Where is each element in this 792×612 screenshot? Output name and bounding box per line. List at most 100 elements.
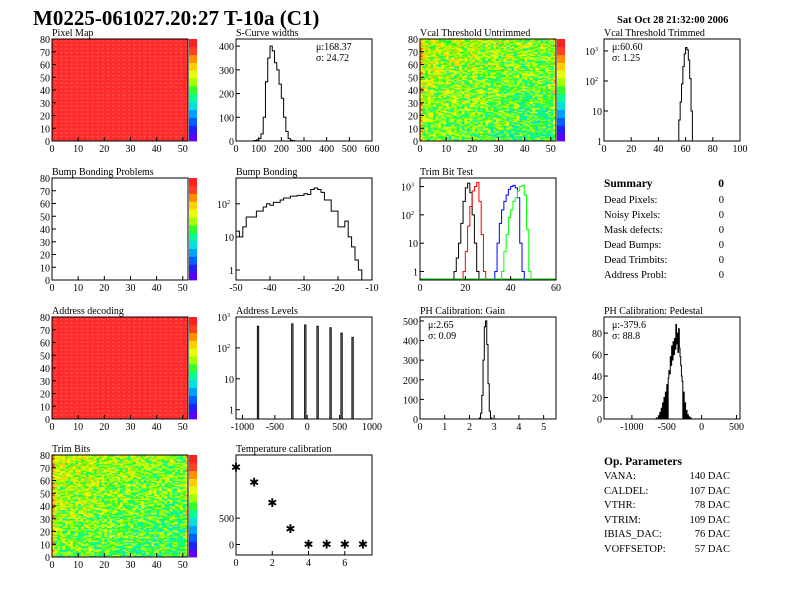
heatmap-cell xyxy=(169,61,173,64)
heatmap-cell xyxy=(159,106,163,109)
heatmap-cell xyxy=(104,61,108,64)
heatmap-cell xyxy=(164,123,168,125)
heatmap-cell xyxy=(130,138,134,141)
heatmap-cell xyxy=(57,40,61,42)
heatmap-cell xyxy=(114,60,118,63)
heatmap-cell xyxy=(151,109,155,111)
heatmap-cell xyxy=(78,64,82,67)
heatmap-cell xyxy=(70,44,74,46)
heatmap-cell xyxy=(65,102,68,105)
heatmap-cell xyxy=(185,98,189,101)
heatmap-cell xyxy=(164,68,168,70)
heatmap-cell xyxy=(67,137,71,139)
heatmap-cell xyxy=(164,98,168,101)
heatmap-cell xyxy=(96,82,100,84)
heatmap-cell xyxy=(54,109,58,111)
heatmap-cell xyxy=(140,115,144,118)
heatmap-cell xyxy=(154,75,157,78)
heatmap-cell xyxy=(86,138,89,141)
heatmap-cell xyxy=(185,50,189,53)
heatmap-cell xyxy=(185,130,189,133)
heatmap-cell xyxy=(133,84,136,87)
heatmap-cell xyxy=(156,74,160,77)
heatmap-cell xyxy=(99,133,102,135)
y-tick-label: 50 xyxy=(40,73,50,84)
heatmap-cell xyxy=(164,70,168,73)
heatmap-cell xyxy=(151,81,155,83)
heatmap-cell xyxy=(80,79,84,82)
heatmap-cell xyxy=(62,67,66,69)
heatmap-cell xyxy=(93,107,97,110)
heatmap-cell xyxy=(177,78,181,81)
heatmap-cell xyxy=(72,84,76,87)
heatmap-cell xyxy=(161,112,165,115)
heatmap-cell xyxy=(91,90,95,92)
heatmap-cell xyxy=(169,123,173,125)
heatmap-cell xyxy=(167,41,170,44)
heatmap-cell xyxy=(78,49,82,51)
heatmap-cell xyxy=(151,101,155,104)
heatmap-cell xyxy=(151,73,155,75)
heatmap-cell xyxy=(70,69,74,72)
heatmap-cell xyxy=(133,118,136,120)
heatmap-cell xyxy=(122,101,126,104)
heatmap-cell xyxy=(180,105,184,107)
heatmap-cell xyxy=(177,83,181,86)
heatmap-cell xyxy=(72,135,76,138)
heatmap-cell xyxy=(112,120,116,123)
heatmap-cell xyxy=(57,124,61,126)
heatmap-cell xyxy=(72,125,76,128)
heatmap-cell xyxy=(185,100,189,102)
heatmap-cell xyxy=(130,123,134,125)
heatmap-cell xyxy=(109,102,113,105)
heatmap-cell xyxy=(93,42,97,45)
heatmap-cell xyxy=(122,105,126,107)
heatmap-cell xyxy=(109,100,113,102)
heatmap-cell xyxy=(78,137,82,139)
heatmap-cell xyxy=(96,39,100,41)
heatmap-cell xyxy=(114,67,118,69)
heatmap-cell xyxy=(135,68,139,70)
heatmap-cell xyxy=(117,125,121,128)
heatmap-cell xyxy=(52,40,55,42)
heatmap-cell xyxy=(143,118,147,120)
heatmap-cell xyxy=(96,114,100,116)
heatmap-cell xyxy=(133,116,136,119)
heatmap-cell xyxy=(143,97,147,100)
heatmap-cell xyxy=(146,61,150,64)
heatmap-cell xyxy=(59,93,63,96)
heatmap-cell xyxy=(117,61,121,64)
heatmap-cell xyxy=(133,72,136,74)
heatmap-cell xyxy=(109,107,113,110)
heatmap-cell xyxy=(133,115,136,118)
heatmap-cell xyxy=(93,114,97,116)
heatmap-cell xyxy=(80,60,84,63)
heatmap-cell xyxy=(72,83,76,86)
heatmap-cell xyxy=(117,95,121,97)
heatmap-cell xyxy=(120,101,123,104)
heatmap-cell xyxy=(151,41,155,44)
heatmap-cell xyxy=(177,65,181,68)
heatmap-cell xyxy=(180,79,184,82)
heatmap-cell xyxy=(154,132,157,134)
heatmap-cell xyxy=(67,47,71,50)
heatmap-cell xyxy=(120,98,123,101)
heatmap-cell xyxy=(180,88,184,91)
heatmap-cell xyxy=(67,53,71,55)
heatmap-cell xyxy=(67,98,71,101)
heatmap-cell xyxy=(112,116,116,119)
heatmap-cell xyxy=(185,87,189,90)
heatmap-cell xyxy=(109,41,113,44)
heatmap-cell xyxy=(109,119,113,121)
heatmap-cell xyxy=(59,75,63,78)
heatmap-cell xyxy=(161,39,165,41)
heatmap-cell xyxy=(138,123,142,125)
heatmap-cell xyxy=(91,112,95,115)
heatmap-cell xyxy=(106,112,110,115)
heatmap-cell xyxy=(135,114,139,116)
heatmap-cell xyxy=(177,98,181,101)
heatmap-cell xyxy=(177,91,181,93)
heatmap-cell xyxy=(101,106,105,109)
heatmap-cell xyxy=(88,68,92,70)
heatmap-cell xyxy=(138,93,142,96)
